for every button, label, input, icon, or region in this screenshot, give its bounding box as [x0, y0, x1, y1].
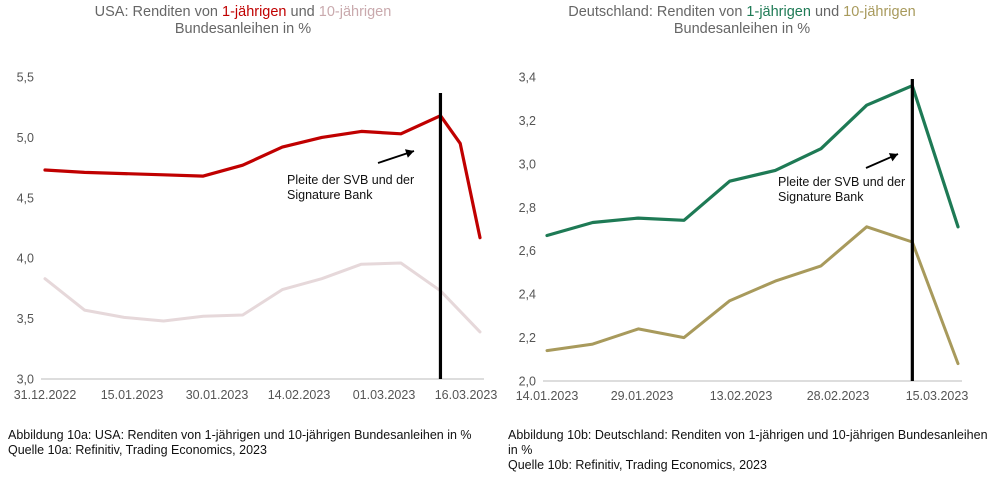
usa-y-tick-label: 5,0	[17, 131, 34, 145]
usa-chart: USA: Renditen von 1-jährigen und 10-jähr…	[14, 4, 498, 402]
de-y-tick-label: 3,0	[519, 157, 536, 171]
usa-x-tick-label: 01.03.2023	[353, 388, 416, 402]
de-y-tick-label: 2,2	[519, 331, 536, 345]
de-series-10y-line	[545, 225, 960, 366]
de-title-part-1: 1-jährigen	[746, 4, 811, 20]
usa-title-part-3: 10-jährigen	[319, 4, 392, 20]
usa-y-tick-label: 5,5	[17, 71, 34, 85]
usa-annotation-text: Signature Bank	[287, 188, 373, 202]
de-title-part-0: Deutschland: Renditen von	[568, 4, 746, 20]
de-x-tick-label: 15.03.2023	[906, 389, 969, 403]
usa-x-tick-label: 30.01.2023	[186, 388, 249, 402]
usa-chart-title: USA: Renditen von 1-jährigen und 10-jähr…	[95, 4, 392, 20]
de-x-tick-label: 28.02.2023	[807, 389, 870, 403]
caption-source-right: Quelle 10b: Refinitiv, Trading Economics…	[508, 458, 767, 472]
usa-x-tick-label: 31.12.2022	[14, 388, 77, 402]
usa-chart-subtitle: Bundesanleihen in %	[175, 21, 311, 37]
figure-caption-left: Abbildung 10a: USA: Renditen von 1-jähri…	[8, 428, 478, 458]
usa-y-tick-label: 3,0	[17, 373, 34, 387]
de-title-part-3: 10-jährigen	[843, 4, 916, 20]
de-title-part-2: und	[811, 4, 843, 20]
de-y-tick-label: 2,6	[519, 244, 536, 258]
usa-series-1y-line	[43, 114, 482, 240]
usa-x-tick-label: 15.01.2023	[101, 388, 164, 402]
de-annotation-text: Signature Bank	[778, 190, 864, 204]
usa-series-10y-line	[43, 261, 482, 334]
usa-annotation-text: Pleite der SVB und der	[287, 173, 414, 187]
caption-source-left: Quelle 10a: Refinitiv, Trading Economics…	[8, 443, 267, 457]
de-annotation-text: Pleite der SVB und der	[778, 175, 905, 189]
de-x-tick-label: 29.01.2023	[611, 389, 674, 403]
caption-title-left: Abbildung 10a: USA: Renditen von 1-jähri…	[8, 428, 472, 442]
usa-title-part-1: 1-jährigen	[222, 4, 287, 20]
usa-y-tick-label: 4,0	[17, 252, 34, 266]
de-y-tick-label: 2,8	[519, 201, 536, 215]
de-y-tick-label: 3,2	[519, 114, 536, 128]
usa-x-tick-label: 14.02.2023	[268, 388, 331, 402]
usa-annotation-arrowhead	[404, 149, 414, 158]
usa-title-part-2: und	[287, 4, 319, 20]
de-y-tick-label: 3,4	[519, 71, 536, 85]
de-chart-title: Deutschland: Renditen von 1-jährigen und…	[568, 4, 915, 20]
de-y-tick-label: 2,4	[519, 288, 536, 302]
usa-y-tick-label: 4,5	[17, 191, 34, 205]
usa-title-part-0: USA: Renditen von	[95, 4, 222, 20]
de-y-tick-label: 2,0	[519, 375, 536, 389]
de-series-1y-line	[545, 84, 960, 238]
usa-x-tick-label: 16.03.2023	[435, 388, 498, 402]
de-chart: Deutschland: Renditen von 1-jährigen und…	[516, 4, 969, 403]
de-chart-subtitle: Bundesanleihen in %	[674, 21, 810, 37]
de-x-tick-label: 14.01.2023	[516, 389, 579, 403]
de-x-tick-label: 13.02.2023	[710, 389, 773, 403]
figure-caption-right: Abbildung 10b: Deutschland: Renditen von…	[508, 428, 993, 473]
usa-y-tick-label: 3,5	[17, 312, 34, 326]
de-annotation-arrowhead	[888, 153, 898, 162]
caption-title-right: Abbildung 10b: Deutschland: Renditen von…	[508, 428, 988, 457]
